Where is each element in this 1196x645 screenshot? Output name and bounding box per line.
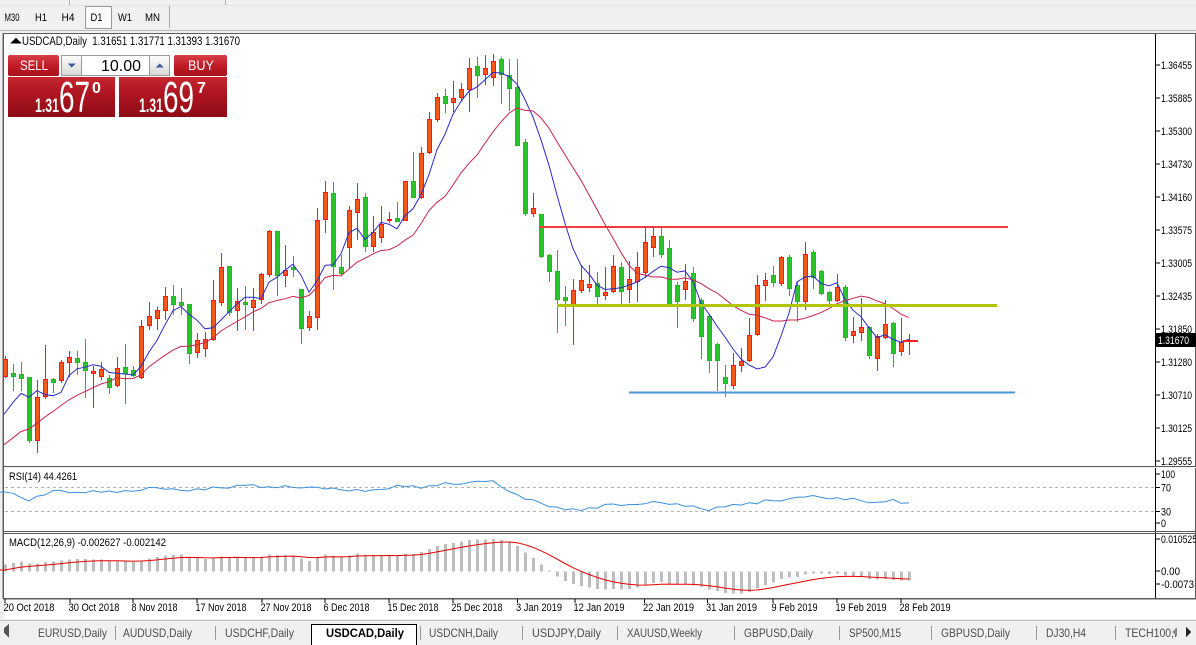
svg-text:1.34730: 1.34730 <box>1161 159 1192 171</box>
svg-text:28 Feb 2019: 28 Feb 2019 <box>900 602 951 614</box>
svg-text:1.33005: 1.33005 <box>1161 258 1192 270</box>
svg-text:-0.0073: -0.0073 <box>1161 579 1194 591</box>
svg-text:D1: D1 <box>91 12 103 24</box>
svg-text:0: 0 <box>92 80 101 97</box>
svg-text:22 Jan 2019: 22 Jan 2019 <box>643 602 694 614</box>
svg-text:XAUUSD,Weekly: XAUUSD,Weekly <box>627 626 702 640</box>
svg-text:USDJPY,Daily: USDJPY,Daily <box>532 626 601 640</box>
svg-text:H4: H4 <box>62 12 75 24</box>
svg-text:30: 30 <box>1161 507 1171 519</box>
svg-text:EURUSD,Daily: EURUSD,Daily <box>38 626 107 640</box>
svg-text:67: 67 <box>59 73 90 122</box>
svg-text:6 Dec 2018: 6 Dec 2018 <box>324 602 370 614</box>
svg-text:TECH100,I: TECH100,I <box>1125 626 1177 640</box>
svg-text:0.010525: 0.010525 <box>1161 534 1196 546</box>
svg-text:1.30125: 1.30125 <box>1161 423 1192 435</box>
svg-text:100: 100 <box>1161 469 1175 481</box>
svg-text:GBPUSD,Daily: GBPUSD,Daily <box>941 626 1010 640</box>
svg-text:1.29555: 1.29555 <box>1161 456 1192 468</box>
svg-text:SELL: SELL <box>20 57 48 73</box>
svg-text:GBPUSD,Daily: GBPUSD,Daily <box>744 626 813 640</box>
svg-text:12 Jan 2019: 12 Jan 2019 <box>574 602 625 614</box>
svg-text:1.34160: 1.34160 <box>1161 192 1192 204</box>
svg-text:USDCAD,Daily: USDCAD,Daily <box>326 626 404 640</box>
svg-text:1.36455: 1.36455 <box>1161 60 1192 72</box>
svg-text:7: 7 <box>197 80 206 97</box>
svg-text:SP500,M15: SP500,M15 <box>849 626 901 640</box>
svg-text:M30: M30 <box>5 12 20 24</box>
svg-text:H1: H1 <box>35 12 47 24</box>
svg-text:1.31670: 1.31670 <box>1158 335 1189 347</box>
svg-text:AUDUSD,Daily: AUDUSD,Daily <box>123 626 192 640</box>
svg-text:30 Oct 2018: 30 Oct 2018 <box>69 602 120 614</box>
svg-text:25 Dec 2018: 25 Dec 2018 <box>452 602 503 614</box>
svg-text:MACD(12,26,9) -0.002627 -0.002: MACD(12,26,9) -0.002627 -0.002142 <box>9 537 166 549</box>
svg-text:0.00: 0.00 <box>1161 566 1180 578</box>
svg-text:1.30710: 1.30710 <box>1161 390 1192 402</box>
svg-text:10.00: 10.00 <box>101 58 141 75</box>
svg-text:20 Oct 2018: 20 Oct 2018 <box>4 602 55 614</box>
svg-text:1.35300: 1.35300 <box>1161 126 1192 138</box>
svg-text:1.31: 1.31 <box>35 96 59 117</box>
svg-text:19 Feb 2019: 19 Feb 2019 <box>836 602 887 614</box>
svg-text:MN: MN <box>145 12 160 24</box>
svg-text:BUY: BUY <box>188 57 215 73</box>
svg-text:1.31: 1.31 <box>139 96 163 117</box>
svg-text:USDCHF,Daily: USDCHF,Daily <box>225 626 294 640</box>
svg-text:31 Jan 2019: 31 Jan 2019 <box>706 602 757 614</box>
svg-text:3 Jan 2019: 3 Jan 2019 <box>516 602 562 614</box>
svg-text:8 Nov 2018: 8 Nov 2018 <box>132 602 178 614</box>
svg-text:1.31280: 1.31280 <box>1161 357 1192 369</box>
svg-text:70: 70 <box>1161 483 1171 495</box>
svg-text:0: 0 <box>1161 518 1166 530</box>
svg-text:17 Nov 2018: 17 Nov 2018 <box>196 602 247 614</box>
svg-text:RSI(14) 44.4261: RSI(14) 44.4261 <box>9 471 77 483</box>
svg-text:69: 69 <box>163 73 194 122</box>
svg-text:1.32435: 1.32435 <box>1161 291 1192 303</box>
svg-text:W1: W1 <box>118 12 132 24</box>
svg-text:USDCAD,Daily 1.31651 1.31771: USDCAD,Daily 1.31651 1.31771 1.31393 1.3… <box>22 34 240 48</box>
svg-text:USDCNH,Daily: USDCNH,Daily <box>429 626 498 640</box>
svg-text:1.33575: 1.33575 <box>1161 225 1192 237</box>
svg-text:DJ30,H4: DJ30,H4 <box>1046 626 1086 640</box>
svg-text:27 Nov 2018: 27 Nov 2018 <box>261 602 312 614</box>
svg-text:15 Dec 2018: 15 Dec 2018 <box>388 602 439 614</box>
svg-text:1.35885: 1.35885 <box>1161 93 1192 105</box>
svg-text:9 Feb 2019: 9 Feb 2019 <box>772 602 818 614</box>
